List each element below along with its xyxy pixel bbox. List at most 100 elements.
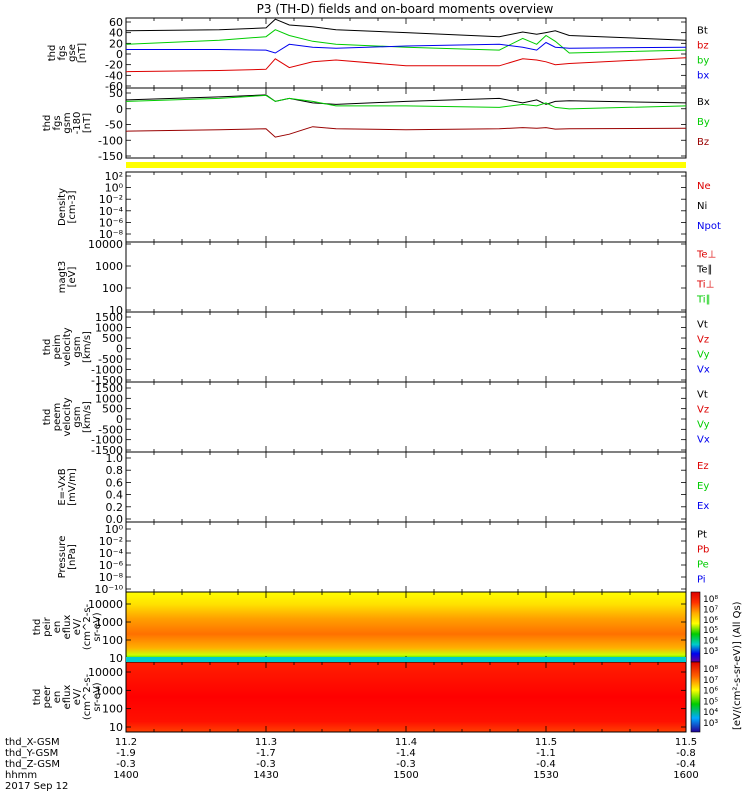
y-axis-label: gsm xyxy=(72,406,83,427)
y-tick-label: 10 xyxy=(109,652,123,665)
x-axis-value: 11.5 xyxy=(675,737,697,748)
x-axis-row-label: hhmm xyxy=(5,770,37,781)
colorbar-tick-label: 10⁷ xyxy=(703,605,718,615)
x-axis-value: -1.9 xyxy=(116,748,136,759)
legend-entry: Pe xyxy=(697,559,709,570)
panel-efield: 1.00.80.60.40.20.0 E=-VxB [mV/m] Ez Ey Ex xyxy=(57,451,709,526)
y-tick-label: 40 xyxy=(109,27,123,40)
spectrogram-peir xyxy=(126,592,686,662)
panel-frame xyxy=(125,17,687,89)
x-axis-value: 11.2 xyxy=(115,737,137,748)
colorbar-tick-label: 10⁴ xyxy=(703,708,718,718)
colorbar-tick-label: 10⁸ xyxy=(703,665,718,675)
y-tick-label: 100 xyxy=(102,282,123,295)
series-line-bz xyxy=(125,57,687,73)
y-tick-label: 500 xyxy=(102,403,123,416)
x-axis-row-label: thd_Z-GSM xyxy=(5,759,60,770)
legend-entry: Vx xyxy=(697,434,710,445)
legend-entry: Vz xyxy=(697,404,709,415)
panel-frame xyxy=(125,171,687,243)
y-axis-label: eV/ xyxy=(72,618,83,635)
y-tick-label: 500 xyxy=(102,332,123,345)
series-line-bz xyxy=(125,126,687,138)
x-axis-value: 11.3 xyxy=(255,737,277,748)
y-axis-label: [nPa] xyxy=(67,544,78,570)
y-tick-label: 0.4 xyxy=(106,489,124,502)
legend-entry: by xyxy=(697,55,709,66)
yellow-flag-bar xyxy=(126,162,686,168)
y-tick-label: 10⁻⁶ xyxy=(99,559,124,572)
y-axis-label: eflux xyxy=(62,685,73,710)
colorbar-tick-label: 10⁸ xyxy=(703,595,718,605)
panel-temperature: 10000 1000 100 10 magt3 [eV] Te⊥ Te∥ Ti⊥ Ti∥ xyxy=(57,238,716,317)
series-line-bx xyxy=(126,41,687,54)
legend-entry: Vx xyxy=(697,364,710,375)
legend-entry: Te⊥ xyxy=(696,249,716,260)
y-axis-label: Pressure xyxy=(57,536,68,579)
y-tick-label: 1500 xyxy=(95,311,123,324)
y-axis-label: velocity xyxy=(62,397,73,436)
y-tick-label: 0 xyxy=(116,413,123,426)
x-axis-row-label: thd_Y-GSM xyxy=(5,748,58,759)
y-tick-label: -150 xyxy=(98,150,123,163)
colorbar-tick-label: 10⁶ xyxy=(703,616,718,626)
y-axis-label: velocity xyxy=(62,327,73,366)
x-axis-value: -1.7 xyxy=(256,748,276,759)
y-axis-label: peim xyxy=(52,334,63,359)
y-tick-label: 10⁻⁴ xyxy=(99,205,124,218)
x-axis-value: 1430 xyxy=(253,770,278,781)
legend-entry: Ex xyxy=(697,501,709,512)
legend-entry: Pi xyxy=(697,574,706,585)
legend-entry: Bx xyxy=(697,97,710,108)
x-axis-value: 11.4 xyxy=(395,737,417,748)
figure-title: P3 (TH-D) fields and on-board moments ov… xyxy=(257,2,554,16)
colorbar-tick-label: 10⁷ xyxy=(703,676,718,686)
y-tick-label: 10⁻⁶ xyxy=(99,216,124,229)
y-tick-label: 10⁻⁸ xyxy=(99,571,124,584)
y-axis-label: peer xyxy=(42,685,53,709)
y-axis-label: thd xyxy=(42,409,53,426)
y-tick-label: 0 xyxy=(116,343,123,356)
legend-entry: Pb xyxy=(697,544,709,555)
legend-entry: Vt xyxy=(697,389,708,400)
x-axis-value: -0.8 xyxy=(676,748,696,759)
legend-entry: Bt xyxy=(697,25,708,36)
x-axis-value: 11.5 xyxy=(535,737,557,748)
y-tick-label: 10⁻¹⁰ xyxy=(94,583,123,596)
x-axis-value: 1600 xyxy=(673,770,698,781)
y-tick-label: 0 xyxy=(116,48,123,61)
y-axis-label: gsm xyxy=(72,336,83,357)
y-tick-label: 10⁻² xyxy=(99,535,123,548)
colorbar-tick-label: 10⁶ xyxy=(703,687,718,697)
legend-entry: Vz xyxy=(697,334,709,345)
y-tick-label: 10⁻⁴ xyxy=(99,547,124,560)
legend-entry: Ey xyxy=(697,481,709,492)
y-tick-label: 60 xyxy=(109,16,123,29)
x-axis-value: -1.1 xyxy=(536,748,556,759)
y-tick-label: 10000 xyxy=(88,598,123,611)
y-tick-label: 0.2 xyxy=(106,501,124,514)
y-axis-label: peem xyxy=(52,403,63,431)
y-tick-label: 1000 xyxy=(95,322,123,335)
x-axis-value: 1400 xyxy=(113,770,138,781)
y-axis-label: sr-eV) xyxy=(92,612,103,641)
y-axis-label: [nT] xyxy=(77,43,88,63)
series-line-by xyxy=(125,29,687,54)
y-axis-label: Density xyxy=(57,188,68,226)
legend-entry: bx xyxy=(697,70,709,81)
legend-entry: Ni xyxy=(697,201,707,212)
colorbar-tick-label: 10³ xyxy=(703,647,718,657)
y-tick-label: 100 xyxy=(102,634,123,647)
y-tick-label: -1000 xyxy=(91,434,123,447)
y-tick-label: -1000 xyxy=(91,364,123,377)
panel-fgs-gsm: 50 0 -50 -100 -150 thd fgs gsm -180 [nT] Bx By Bz xyxy=(42,87,710,163)
y-tick-label: 10 xyxy=(109,304,123,317)
y-axis-label: eV/ xyxy=(72,688,83,705)
y-axis-label: [km/s] xyxy=(82,331,93,363)
y-axis-label: E=-VxB xyxy=(57,468,68,505)
y-axis-label: [nT] xyxy=(82,113,93,133)
legend-entry: Ne xyxy=(697,181,711,192)
colorbar-label: [eV/(cm²-s-sr-eV)] (All Qs) xyxy=(732,601,743,730)
